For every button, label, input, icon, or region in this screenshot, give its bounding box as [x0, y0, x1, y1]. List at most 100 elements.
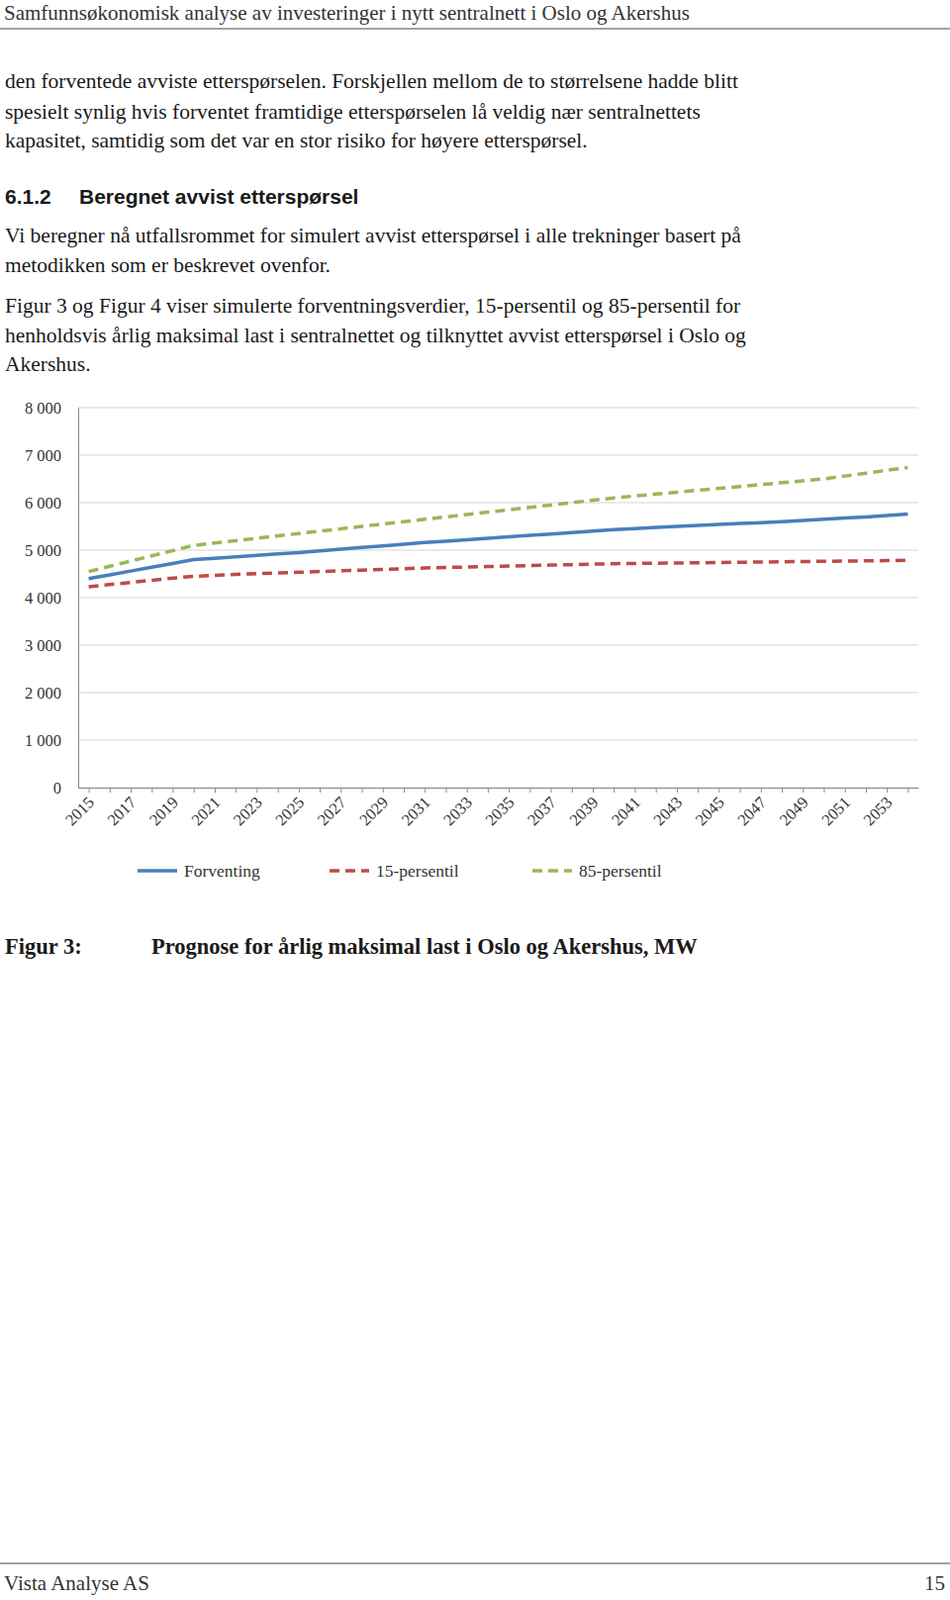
- x-tick: 2045: [691, 787, 729, 830]
- x-tick: 2021: [188, 787, 225, 830]
- y-tick: 5 000: [24, 541, 79, 561]
- header-rule: [0, 28, 950, 30]
- x-tick: [613, 787, 615, 793]
- footer-text: Vista Analyse AS: [3, 1571, 150, 1596]
- grid: [78, 407, 919, 788]
- paragraph-line: Akershus.: [4, 352, 92, 377]
- legend-swatch: [329, 868, 370, 873]
- x-tick: [781, 787, 783, 793]
- x-tick-label: 2029: [355, 792, 392, 830]
- x-tick: [319, 787, 321, 793]
- x-tick-label: 2047: [733, 792, 770, 830]
- x-tick: 2053: [859, 787, 897, 830]
- x-tick-mark: [340, 787, 342, 793]
- x-tick-label: 2035: [481, 792, 519, 830]
- legend-swatch: [137, 868, 178, 873]
- x-tick-mark: [845, 787, 847, 793]
- y-tick-label: 5 000: [24, 541, 62, 561]
- x-tick-label: 2037: [523, 792, 561, 830]
- legend-label: 85-persentil: [578, 860, 663, 881]
- x-tick-label: 2053: [859, 792, 897, 830]
- x-tick: 2039: [566, 787, 603, 830]
- x-tick: [445, 787, 447, 793]
- caption-text: Prognose for årlig maksimal last i Oslo …: [151, 934, 698, 959]
- x-tick: [362, 787, 364, 793]
- x-tick-label: 2019: [145, 792, 183, 830]
- x-tick: [907, 787, 909, 793]
- x-tick: [278, 787, 280, 793]
- legend-label: Forventing: [184, 860, 261, 881]
- y-axis-line: [78, 408, 80, 789]
- x-tick: 2043: [649, 787, 686, 830]
- y-tick-label: 1 000: [24, 731, 62, 751]
- x-tick: [823, 787, 825, 793]
- x-tick-label: 2021: [188, 792, 225, 830]
- x-tick-mark: [718, 787, 720, 793]
- grid-line: [78, 692, 919, 694]
- grid-line: [78, 787, 919, 789]
- footer-rule: [0, 1563, 950, 1565]
- x-tick-mark: [529, 787, 531, 793]
- x-tick: 2027: [313, 787, 351, 830]
- series-line: [89, 514, 909, 579]
- x-tick: 2019: [145, 787, 183, 830]
- y-tick-label: 0: [53, 778, 62, 798]
- y-tick-label: 8 000: [24, 398, 62, 418]
- x-tick: [109, 787, 111, 793]
- x-tick-mark: [298, 787, 300, 793]
- x-tick: 2037: [523, 787, 561, 830]
- page-number: 15: [924, 1571, 946, 1596]
- y-tick: 8 000: [24, 398, 79, 418]
- x-tick: 2035: [481, 787, 519, 830]
- x-tick: [235, 787, 237, 793]
- x-tick-mark: [362, 787, 364, 793]
- x-tick: [151, 787, 153, 793]
- x-tick-label: 2031: [397, 792, 435, 830]
- y-tick: 3 000: [24, 636, 79, 656]
- x-tick-mark: [781, 787, 783, 793]
- y-tick-label: 3 000: [24, 636, 62, 656]
- x-tick-mark: [697, 787, 699, 793]
- x-tick-mark: [109, 787, 111, 793]
- x-tick-mark: [278, 787, 280, 793]
- x-tick-mark: [403, 787, 405, 793]
- x-tick-label: 2043: [649, 792, 686, 830]
- x-tick: [697, 787, 699, 793]
- x-tick-label: 2025: [271, 792, 308, 830]
- grid-line: [78, 597, 919, 599]
- y-tick: 1 000: [24, 731, 79, 751]
- chart: 01 0002 0003 0004 0005 0006 0007 0008 00…: [24, 398, 920, 881]
- x-tick-mark: [656, 787, 658, 793]
- section-number: 6.1.2: [4, 185, 52, 208]
- x-tick-mark: [382, 787, 384, 793]
- x-tick: 2015: [61, 787, 98, 830]
- x-tick: 2051: [817, 787, 855, 830]
- legend-swatch: [532, 868, 572, 873]
- legend-label: 15-persentil: [376, 860, 460, 881]
- x-tick-mark: [151, 787, 153, 793]
- x-tick-mark: [865, 787, 867, 793]
- x-tick-label: 2033: [439, 792, 476, 830]
- y-tick: 6 000: [24, 493, 79, 513]
- y-tick-label: 7 000: [24, 446, 62, 466]
- x-tick-label: 2027: [313, 792, 351, 830]
- x-tick-mark: [823, 787, 825, 793]
- grid-line: [78, 645, 919, 647]
- x-tick-mark: [907, 787, 909, 793]
- x-tick-mark: [214, 787, 216, 793]
- x-tick-mark: [424, 787, 426, 793]
- grid-line: [78, 455, 919, 457]
- y-tick: 0: [53, 778, 79, 798]
- y-tick: 7 000: [24, 446, 79, 466]
- x-tick: 2017: [103, 787, 141, 830]
- x-tick-mark: [130, 787, 132, 793]
- x-tick-mark: [613, 787, 615, 793]
- y-tick-label: 6 000: [24, 493, 62, 513]
- x-tick-label: 2039: [566, 792, 603, 830]
- x-tick: 2025: [271, 787, 308, 830]
- y-axis: 01 0002 0003 0004 0005 0006 0007 0008 00…: [24, 398, 80, 798]
- paragraph-line: Vi beregner nå utfallsrommet for simuler…: [4, 223, 742, 248]
- x-tick-label: 2017: [103, 792, 141, 830]
- x-tick-label: 2041: [607, 792, 645, 830]
- paragraph-line: spesielt synlig hvis forventet framtidig…: [4, 99, 701, 124]
